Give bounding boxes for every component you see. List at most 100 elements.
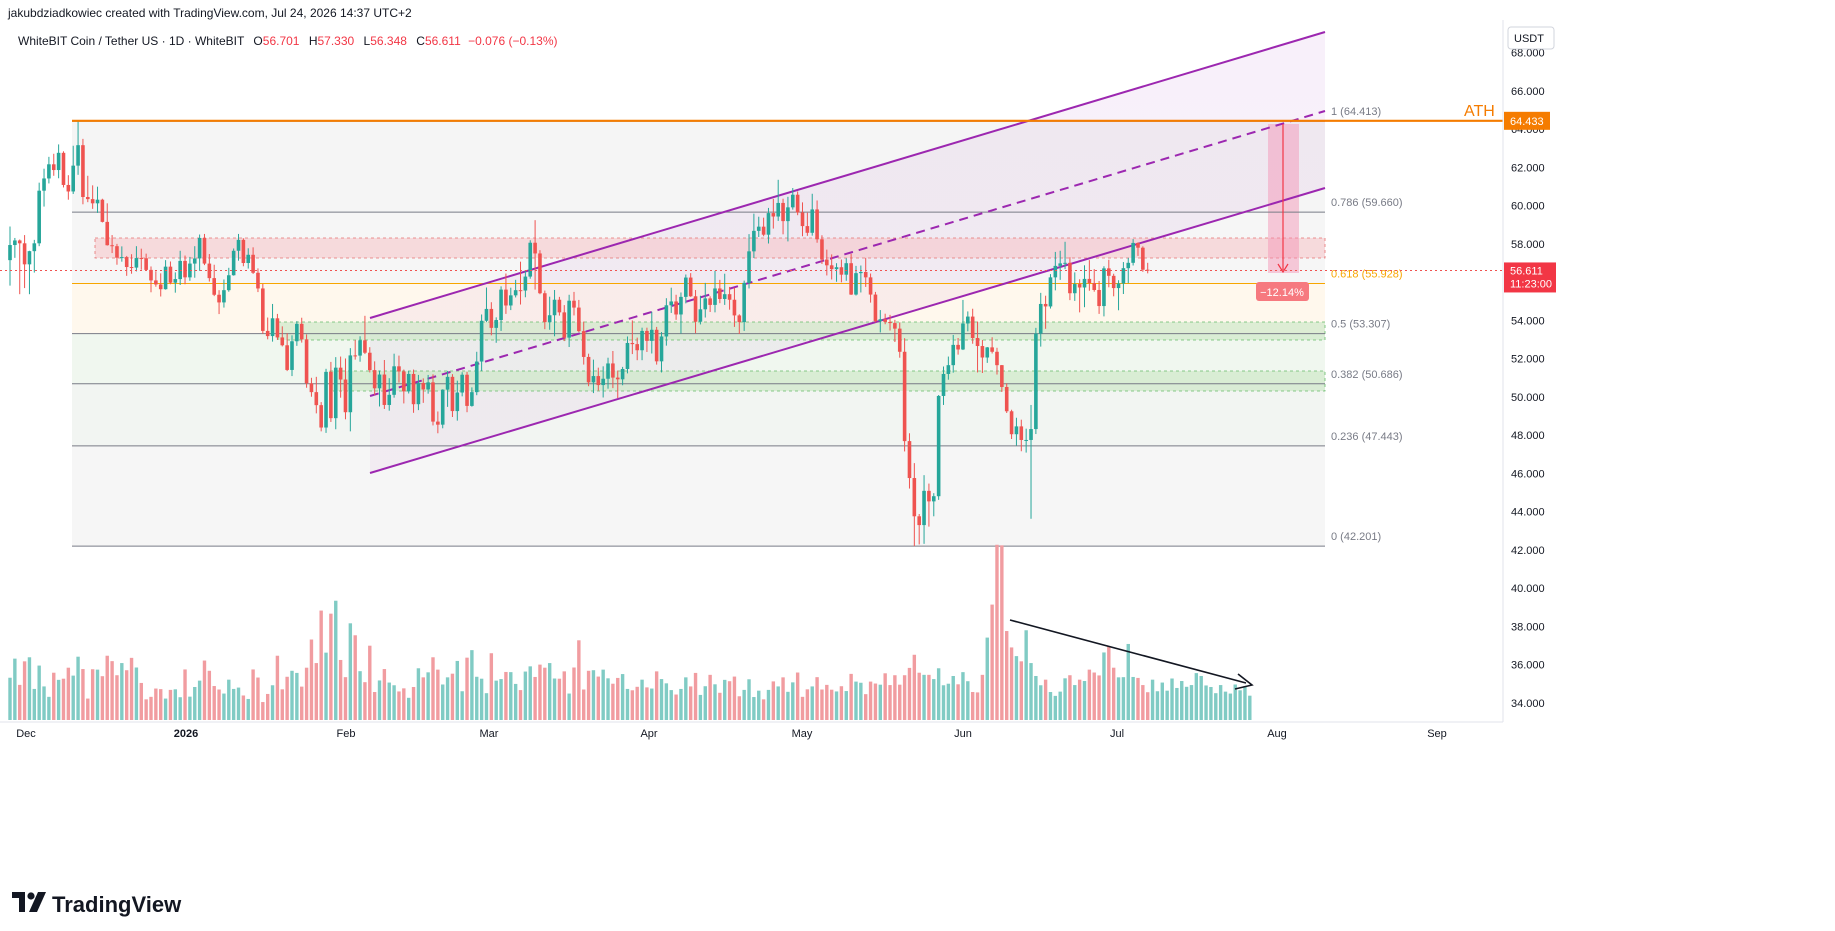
volume-bar xyxy=(207,670,212,720)
volume-bar xyxy=(222,693,226,720)
volume-bar xyxy=(640,679,644,720)
candle-body xyxy=(56,152,61,171)
candle-body xyxy=(883,319,887,322)
candle-body xyxy=(713,288,717,305)
candle-body xyxy=(975,337,980,347)
candle-body xyxy=(1009,411,1014,435)
volume-bar xyxy=(810,686,814,720)
volume-bar xyxy=(844,691,848,720)
candle-body xyxy=(474,361,479,393)
volume-bar xyxy=(475,676,479,720)
candle-body xyxy=(406,373,411,392)
volume-bar xyxy=(975,692,980,720)
candle-body xyxy=(1077,284,1082,288)
candle-body xyxy=(586,356,591,383)
candle-body xyxy=(834,267,839,270)
volume-bar xyxy=(946,683,951,720)
volume-bar xyxy=(961,672,965,720)
candle-body xyxy=(849,263,853,295)
volume-bar xyxy=(713,684,717,720)
volume-bar xyxy=(630,690,635,720)
volume-bar xyxy=(941,685,946,720)
candle-body xyxy=(426,382,430,390)
candle-body xyxy=(367,352,372,371)
volume-bar xyxy=(1218,685,1223,720)
candle-body xyxy=(445,376,450,390)
candle-body xyxy=(1058,263,1062,266)
candle-body xyxy=(431,382,435,422)
candle-body xyxy=(202,237,207,264)
volume-bar xyxy=(212,686,216,720)
candle-body xyxy=(611,363,615,378)
time-tick-label: Jul xyxy=(1110,728,1124,740)
currency-box xyxy=(1507,26,1555,50)
volume-bar xyxy=(202,660,207,720)
volume-bar xyxy=(1233,684,1237,720)
candle-body xyxy=(966,316,970,324)
low-value: 56.348 xyxy=(370,34,407,48)
candle-body xyxy=(1092,283,1097,290)
candle-body xyxy=(523,276,528,291)
candle-body xyxy=(105,221,110,246)
time-tick-label: Dec xyxy=(16,728,36,740)
volume-bar xyxy=(742,689,746,720)
volume-bar xyxy=(470,650,474,720)
resistance-zone xyxy=(94,237,1326,259)
candle-body xyxy=(197,237,202,259)
candle-body xyxy=(688,277,693,297)
ath-label: ATH xyxy=(1464,103,1495,120)
symbol-name[interactable]: WhiteBIT Coin / Tether US · 1D · WhiteBI… xyxy=(18,34,245,48)
candle-body xyxy=(567,300,571,338)
candle-body xyxy=(790,194,795,208)
volume-bar xyxy=(990,604,994,720)
volume-bar xyxy=(499,679,503,720)
candle-body xyxy=(377,374,382,389)
candle-body xyxy=(1029,429,1033,440)
candle-body xyxy=(124,257,129,268)
volume-bar xyxy=(100,676,105,720)
candle-body xyxy=(946,365,951,374)
candle-body xyxy=(980,346,985,358)
candle-body xyxy=(295,323,299,342)
volume-bar xyxy=(781,677,785,720)
candle-body xyxy=(902,351,907,442)
time-tick-label: Aug xyxy=(1267,728,1287,740)
volume-bar xyxy=(319,610,323,720)
time-tick-label: Apr xyxy=(640,728,657,740)
candle-body xyxy=(421,382,426,390)
price-tick-label: 60.000 xyxy=(1511,201,1545,213)
candle-body xyxy=(183,260,187,278)
volume-bar xyxy=(18,684,22,720)
candle-body xyxy=(275,318,280,338)
volume-bar xyxy=(183,669,187,720)
volume-bar xyxy=(163,698,168,720)
tradingview-logo[interactable]: TradingView xyxy=(12,892,181,918)
volume-bar xyxy=(304,667,309,720)
candle-body xyxy=(907,441,912,479)
volume-bar xyxy=(932,679,936,720)
volume-bar xyxy=(586,670,591,720)
volume-bar xyxy=(557,678,562,720)
price-tick-label: 66.000 xyxy=(1511,86,1545,98)
candle-body xyxy=(1087,278,1092,284)
volume-bar xyxy=(450,673,455,720)
volume-bar xyxy=(737,696,741,720)
volume-bar xyxy=(1073,685,1077,720)
candle-body xyxy=(149,269,153,281)
candle-body xyxy=(951,344,956,366)
volume-bar xyxy=(27,657,32,720)
volume-bar xyxy=(1009,647,1014,720)
volume-bar xyxy=(1068,675,1072,720)
volume-bar xyxy=(56,679,61,720)
candle-body xyxy=(1141,247,1145,270)
volume-bar xyxy=(1199,675,1203,720)
volume-bar xyxy=(723,679,727,720)
volume-bar xyxy=(13,658,17,720)
candle-body xyxy=(416,382,421,405)
volume-bar xyxy=(372,692,377,720)
candle-body xyxy=(319,405,323,428)
candle-body xyxy=(489,308,494,328)
candle-body xyxy=(854,273,858,295)
volume-bar xyxy=(1175,687,1179,720)
